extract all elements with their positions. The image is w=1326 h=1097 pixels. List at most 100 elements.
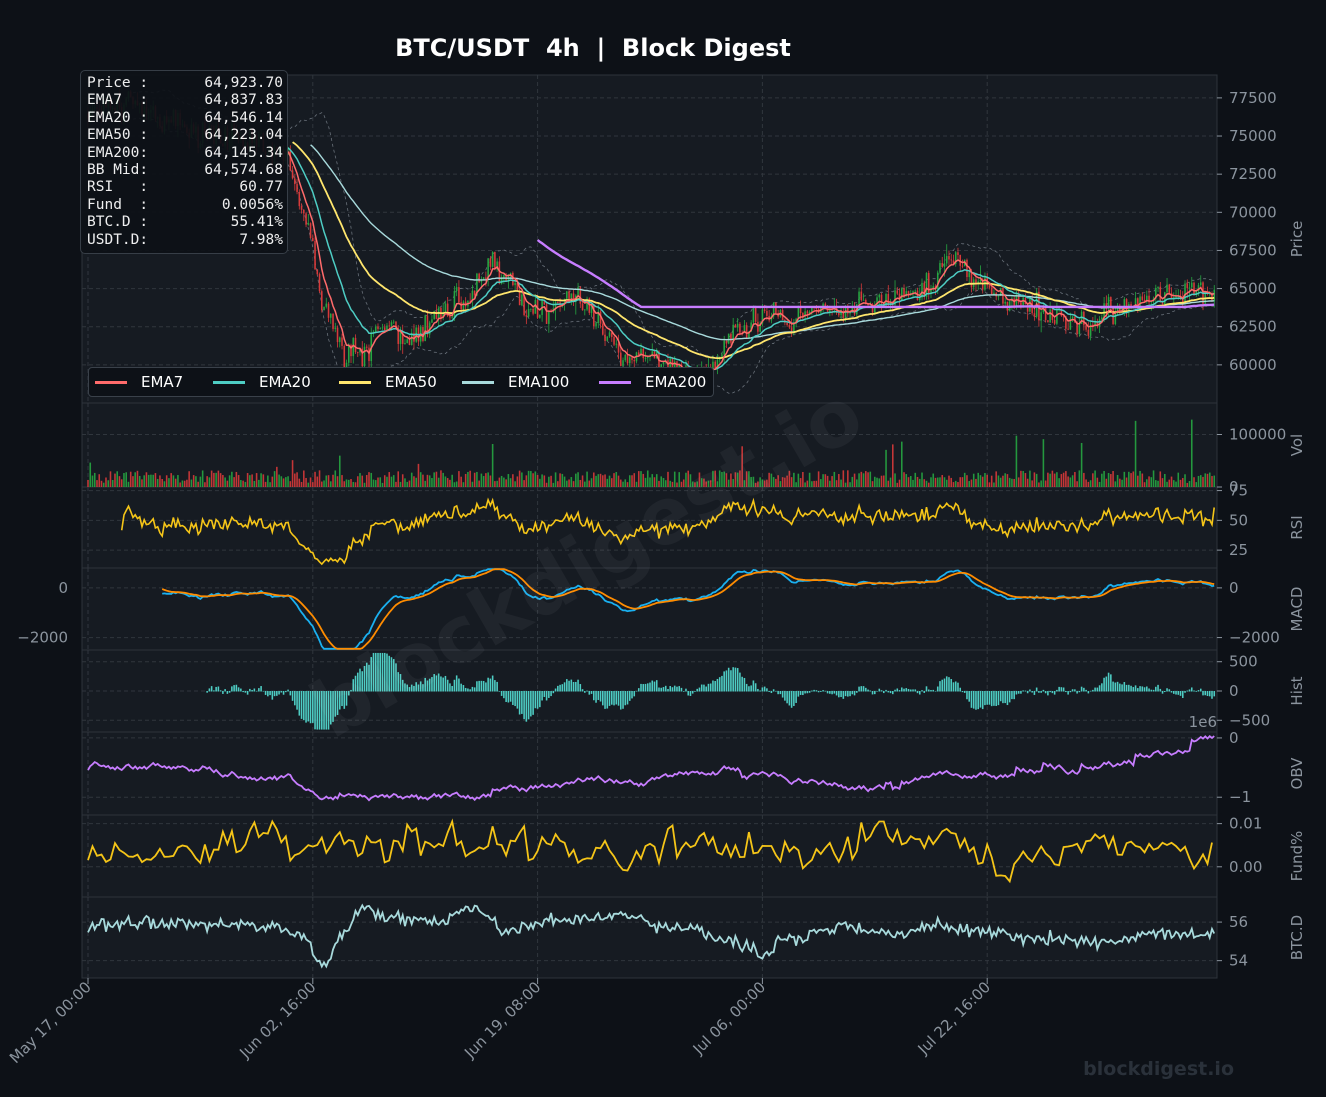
- legend-swatch: [213, 380, 245, 384]
- volume-bar: [925, 480, 928, 487]
- candle-body: [559, 302, 561, 305]
- histogram-bar: [790, 691, 793, 708]
- volume-bar: [977, 472, 979, 487]
- histogram-bar: [476, 681, 478, 692]
- volume-bar: [811, 481, 813, 487]
- histogram-bar: [658, 687, 660, 692]
- histogram-bar: [840, 691, 842, 698]
- volume-bar: [530, 471, 532, 487]
- volume-bar: [1017, 477, 1020, 487]
- histogram-bar: [458, 678, 460, 692]
- volume-bar: [566, 480, 568, 487]
- volume-bar: [770, 473, 773, 487]
- volume-bar: [177, 475, 179, 487]
- volume-bar: [377, 477, 379, 487]
- histogram-bar: [862, 686, 865, 692]
- histogram-bar: [296, 691, 298, 710]
- volume-bar: [1168, 479, 1171, 487]
- candle-body: [999, 287, 1002, 296]
- histogram-bar: [1181, 691, 1184, 698]
- x-tick-label: May 17, 00:00: [6, 978, 95, 1067]
- candle-body: [1199, 282, 1202, 286]
- candle-body: [1065, 316, 1067, 329]
- histogram-bar: [464, 687, 467, 692]
- volume-bar: [660, 476, 663, 487]
- candle-body: [579, 287, 582, 304]
- volume-bar: [327, 475, 330, 487]
- volume-bar: [1116, 474, 1119, 487]
- volume-bar: [950, 477, 953, 487]
- histogram-bar: [318, 691, 321, 730]
- candle-body: [395, 321, 397, 328]
- volume-bar: [206, 476, 208, 487]
- volume-bar: [943, 477, 946, 487]
- panel-ylabel: Hist: [1288, 676, 1306, 705]
- volume-bar: [1051, 470, 1054, 487]
- histogram-bar: [566, 679, 568, 692]
- volume-bar: [941, 475, 944, 487]
- volume-bar: [646, 470, 649, 487]
- volume-bar: [853, 473, 856, 487]
- candle-body: [485, 277, 487, 279]
- histogram-bar: [401, 679, 404, 692]
- candle-body: [460, 302, 462, 310]
- volume-bar: [838, 473, 840, 487]
- volume-bar: [314, 471, 316, 487]
- volume-bar: [889, 477, 892, 487]
- volume-bar: [1049, 473, 1051, 487]
- candle-body: [730, 333, 732, 343]
- histogram-bar: [687, 691, 690, 696]
- histogram-bar: [1078, 691, 1081, 693]
- y-tick-label: 75: [1229, 482, 1248, 500]
- candle-body: [743, 325, 746, 333]
- stat-key: Price :: [87, 75, 149, 91]
- histogram-bar: [604, 691, 606, 709]
- volume-bar: [374, 480, 377, 487]
- volume-bar: [570, 477, 573, 487]
- candle-body: [471, 290, 474, 301]
- candle-body: [631, 357, 633, 361]
- volume-bar: [1080, 442, 1083, 487]
- candle-body: [1067, 328, 1069, 330]
- volume-bar: [437, 477, 440, 487]
- volume-bar: [671, 481, 674, 487]
- candle-body: [530, 308, 532, 310]
- candle-body: [449, 315, 451, 318]
- candle-body: [907, 291, 910, 295]
- histogram-bar: [240, 688, 242, 692]
- histogram-bar: [593, 691, 595, 701]
- stat-key: EMA20 :: [87, 109, 149, 126]
- volume-bar: [296, 472, 298, 487]
- volume-bar: [512, 474, 514, 487]
- volume-bar: [1112, 471, 1114, 487]
- volume-bar: [548, 476, 550, 487]
- volume-bar: [363, 482, 366, 487]
- volume-bar: [655, 474, 658, 487]
- volume-bar: [750, 476, 752, 487]
- volume-bar: [285, 477, 287, 487]
- histogram-bar: [878, 688, 881, 692]
- volume-bar: [761, 479, 764, 487]
- histogram-bar: [422, 684, 424, 692]
- histogram-bar: [1164, 691, 1166, 693]
- histogram-bar: [885, 689, 887, 692]
- histogram-bar: [874, 691, 876, 695]
- histogram-bar: [883, 691, 885, 694]
- histogram-bar: [813, 689, 815, 692]
- histogram-bar: [383, 652, 386, 692]
- histogram-bar: [918, 691, 921, 695]
- histogram-bar: [1074, 689, 1076, 692]
- volume-bar: [98, 474, 101, 487]
- volume-bar: [105, 477, 107, 487]
- histogram-bar: [1101, 683, 1103, 692]
- histogram-bar: [408, 687, 411, 692]
- histogram-bar: [1024, 690, 1027, 692]
- volume-bar: [1060, 474, 1063, 487]
- histogram-bar: [327, 691, 330, 730]
- histogram-bar: [370, 657, 373, 692]
- candle-body: [489, 258, 492, 267]
- volume-bar: [170, 473, 172, 487]
- volume-bar: [793, 472, 795, 487]
- candle-body: [469, 300, 471, 302]
- volume-bar: [422, 474, 424, 487]
